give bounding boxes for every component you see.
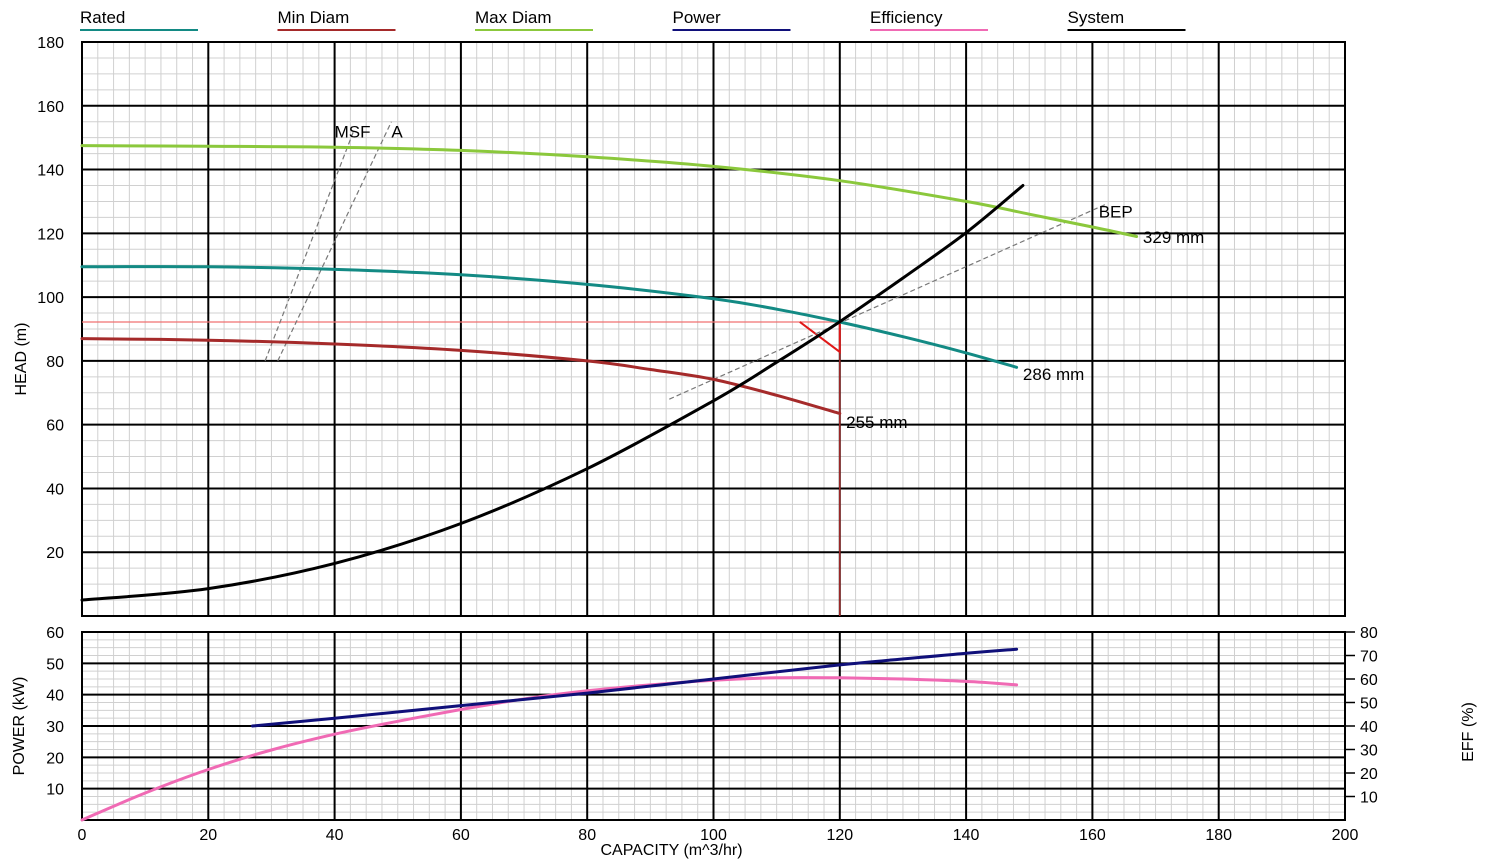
power-y-tick-label: 20 (46, 750, 64, 767)
power-y-tick-label: 60 (46, 625, 64, 642)
power-tick-labels: 10 20 30 40 50 60 10 20 30 40 50 60 70 80 0 20 40 60 80 100… (46, 625, 1378, 844)
power-panel: 10 20 30 40 50 60 10 20 30 40 50 60 70 80 0 20 40 60 80 100… (11, 625, 1477, 844)
x-tick-label: 100 (700, 827, 727, 844)
msf-line (264, 131, 355, 362)
legend: Rated Min Diam Max Diam Power Efficiency Syst… (80, 8, 1186, 31)
x-tick-label: 20 (199, 827, 217, 844)
legend-label-min-diam: Min Diam (278, 8, 350, 27)
x-tick-label: 0 (78, 827, 87, 844)
annotation-286-mm: 286 mm (1023, 365, 1084, 384)
x-tick-label: 80 (578, 827, 596, 844)
head-y-tick-label: 180 (37, 35, 64, 52)
annotation-255-mm: 255 mm (846, 413, 907, 432)
head-y-tick-label: 40 (46, 481, 64, 498)
x-tick-label: 200 (1332, 827, 1359, 844)
legend-label-rated: Rated (80, 8, 125, 27)
annotation-a: A (391, 123, 403, 142)
head-annotations: MSF A BEP 329 mm 286 mm 255 mm (335, 123, 1205, 432)
efficiency-y-tick-label: 70 (1360, 649, 1378, 666)
series-min-diam-line (80, 337, 842, 415)
series-max-diam-line (80, 144, 1139, 238)
head-y-tick-label: 20 (46, 545, 64, 562)
power-y-tick-label: 10 (46, 782, 64, 799)
efficiency-y-tick-label: 30 (1360, 743, 1378, 760)
head-y-tick-label: 100 (37, 290, 64, 307)
head-frame (81, 41, 1346, 617)
annotation-329-mm: 329 mm (1143, 228, 1204, 247)
power-y-tick-label: 30 (46, 719, 64, 736)
legend-label-power: Power (673, 8, 722, 27)
a-line (277, 121, 392, 362)
efficiency-y-tick-label: 40 (1360, 719, 1378, 736)
efficiency-y-tick-label: 60 (1360, 672, 1378, 689)
head-y-tick-label: 160 (37, 99, 64, 116)
head-panel: MSF A BEP 329 mm 286 mm 255 mm 20 40 60 80 100 120… (13, 35, 1346, 617)
annotation-bep: BEP (1099, 202, 1133, 221)
series-efficiency-line (80, 676, 1019, 822)
x-tick-label: 40 (326, 827, 344, 844)
series-power-line (251, 647, 1019, 728)
efficiency-y-tick-label: 10 (1360, 790, 1378, 807)
efficiency-y-tick-label: 20 (1360, 766, 1378, 783)
legend-label-system: System (1068, 8, 1125, 27)
capacity-axis-title: CAPACITY (m^3/hr) (600, 842, 742, 859)
head-series (80, 144, 1139, 602)
head-y-tick-label: 120 (37, 226, 64, 243)
series-system-line (80, 184, 1025, 602)
head-guide-lines (82, 121, 1106, 616)
head-y-tick-label: 140 (37, 163, 64, 180)
x-tick-label: 180 (1205, 827, 1232, 844)
efficiency-y-tick-label: 80 (1360, 625, 1378, 642)
head-y-tick-label: 60 (46, 418, 64, 435)
power-axis-title: POWER (kW) (11, 677, 28, 776)
x-tick-label: 160 (1079, 827, 1106, 844)
legend-label-max-diam: Max Diam (475, 8, 552, 27)
efficiency-axis-title: EFF (%) (1460, 702, 1477, 762)
power-y-tick-label: 40 (46, 688, 64, 705)
x-tick-label: 140 (953, 827, 980, 844)
series-rated-line (80, 265, 1019, 369)
head-y-tick-label: 80 (46, 354, 64, 371)
x-tick-label: 120 (826, 827, 853, 844)
power-series (80, 647, 1019, 822)
legend-label-efficiency: Efficiency (870, 8, 943, 27)
head-tick-labels: 20 40 60 80 100 120 140 160 180 (37, 35, 64, 562)
rated-point-marker (799, 321, 841, 354)
annotation-msf: MSF (335, 123, 371, 142)
power-y-tick-label: 50 (46, 656, 64, 673)
efficiency-y-tick-label: 50 (1360, 696, 1378, 713)
head-axis-title: HEAD (m) (13, 323, 30, 396)
x-tick-label: 60 (452, 827, 470, 844)
